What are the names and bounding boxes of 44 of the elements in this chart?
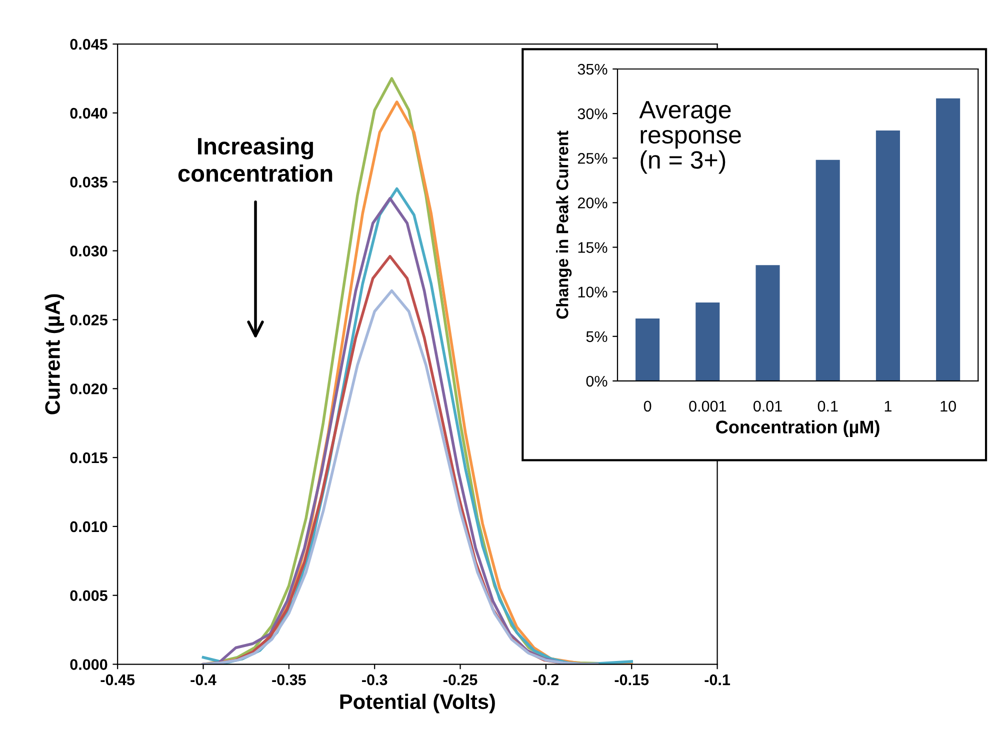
x-tick-label: -0.1 — [704, 674, 730, 686]
y-tick-label: 0.015 — [70, 452, 108, 464]
x-tick-label: 0.1 — [818, 400, 838, 412]
bar — [696, 302, 720, 381]
y-tick-label: 25% — [578, 152, 608, 164]
y-tick-label: 0.025 — [70, 314, 108, 326]
x-tick-label: -0.25 — [443, 674, 478, 686]
bar — [876, 130, 900, 381]
y-tick-label: 0.030 — [70, 246, 108, 256]
x-tick-label: 1 — [884, 400, 892, 412]
y-tick-label: 0.040 — [70, 108, 108, 119]
x-tick-label: 0 — [644, 400, 652, 412]
y-tick-label: 0.005 — [70, 590, 108, 602]
x-tick-label: -0.4 — [190, 674, 216, 686]
bar — [816, 160, 840, 381]
y-tick-label: 0.010 — [70, 521, 108, 532]
y-tick-label: 0.020 — [70, 383, 108, 394]
annotation: Increasing concentration — [178, 137, 332, 182]
y-tick-label: 0% — [586, 376, 608, 387]
x-tick-label: 0.001 — [689, 400, 726, 412]
x-axis-title: Concentration (µM) — [716, 420, 880, 438]
bar — [636, 318, 660, 381]
y-tick-label: 15% — [578, 242, 608, 253]
x-axis-title: Potential (Volts) — [340, 694, 495, 714]
x-tick-label: -0.45 — [100, 674, 135, 686]
x-tick-label: 0.01 — [753, 400, 782, 412]
y-tick-label: 0.035 — [70, 176, 108, 188]
y-tick-label: 5% — [586, 331, 608, 342]
y-tick-label: 20% — [578, 198, 608, 208]
y-tick-label: 0.045 — [70, 38, 108, 50]
y-tick-label: 0.000 — [70, 659, 108, 670]
x-tick-label: -0.2 — [533, 674, 558, 686]
bar — [756, 265, 780, 381]
y-axis-title: Change in Peak Current — [556, 130, 572, 319]
x-tick-label: -0.35 — [272, 674, 306, 686]
bar — [936, 98, 960, 381]
y-tick-label: 35% — [578, 64, 608, 75]
y-tick-label: 10% — [578, 286, 608, 298]
x-tick-label: -0.3 — [362, 674, 388, 686]
annotation: Average response (n = 3+) — [639, 101, 741, 174]
y-tick-label: 30% — [578, 108, 608, 120]
x-tick-label: 10 — [940, 400, 956, 412]
y-axis-title: Current (µA) — [44, 294, 64, 414]
x-tick-label: -0.15 — [614, 674, 649, 686]
